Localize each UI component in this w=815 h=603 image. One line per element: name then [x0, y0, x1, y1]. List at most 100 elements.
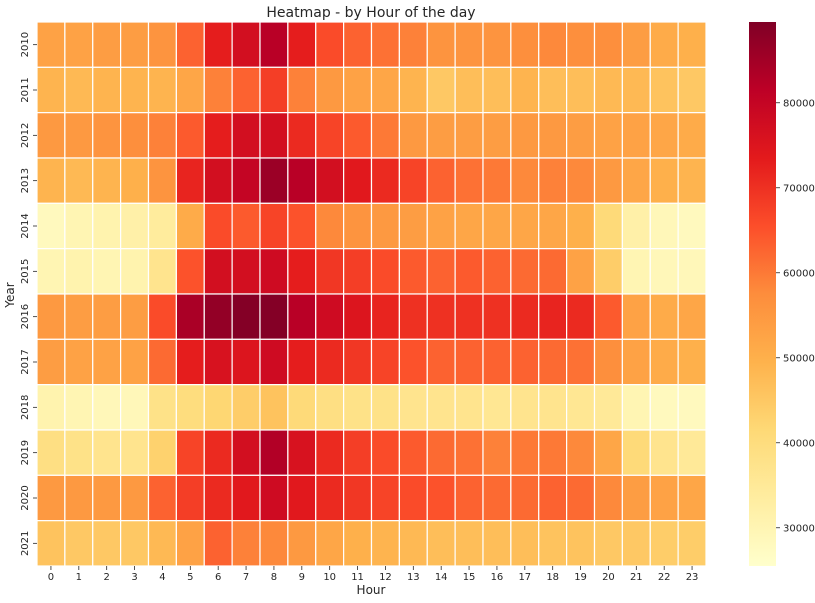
- heatmap-cell: [315, 157, 345, 204]
- heatmap-cell: [343, 66, 373, 114]
- x-tick-label: 8: [271, 572, 277, 583]
- heatmap-cell: [36, 248, 66, 295]
- heatmap-cell: [677, 384, 707, 431]
- x-tick-label: 18: [546, 572, 559, 583]
- heatmap-cell: [398, 520, 428, 567]
- heatmap-cell: [231, 429, 261, 476]
- heatmap-cell: [315, 384, 345, 431]
- heatmap-cell: [566, 112, 596, 159]
- colorbar-tick-label: 50000: [783, 353, 815, 364]
- colorbar-tick-label: 60000: [783, 268, 815, 279]
- heatmap-cell: [147, 384, 177, 431]
- heatmap-cell: [538, 248, 568, 295]
- heatmap-cell: [147, 293, 177, 340]
- heatmap-cell: [510, 429, 540, 476]
- heatmap-cell: [370, 429, 400, 476]
- heatmap-cell: [36, 157, 66, 204]
- heatmap-cell: [315, 112, 345, 159]
- heatmap-cell: [677, 66, 707, 114]
- heatmap-cell: [538, 384, 568, 431]
- heatmap-cell: [287, 66, 317, 114]
- heatmap-cell: [593, 112, 623, 159]
- heatmap-cell: [621, 474, 651, 522]
- heatmap-cell: [454, 202, 484, 250]
- heatmap-cell: [175, 66, 205, 114]
- heatmap-cell: [398, 112, 428, 159]
- heatmap-cell: [454, 157, 484, 204]
- heatmap-cell: [203, 429, 233, 476]
- heatmap-cell: [510, 293, 540, 340]
- heatmap-cell: [315, 66, 345, 114]
- heatmap-cell: [231, 520, 261, 567]
- heatmap-cell: [482, 520, 512, 567]
- heatmap-cell: [370, 248, 400, 295]
- heatmap-cell: [287, 429, 317, 476]
- x-tick-label: 23: [686, 572, 699, 583]
- heatmap-cell: [538, 157, 568, 204]
- heatmap-cell: [649, 338, 679, 386]
- heatmap-cell: [482, 112, 512, 159]
- heatmap-cell: [677, 520, 707, 567]
- x-tick-label: 17: [518, 572, 531, 583]
- heatmap-cell: [343, 474, 373, 522]
- heatmap-cell: [426, 112, 456, 159]
- heatmap-cell: [147, 112, 177, 159]
- heatmap-cell: [593, 338, 623, 386]
- heatmap-cell: [36, 474, 66, 522]
- heatmap-cell: [64, 474, 94, 522]
- heatmap-cell: [649, 21, 679, 68]
- heatmap-cell: [203, 66, 233, 114]
- heatmap-cell: [621, 384, 651, 431]
- x-tick-label: 15: [463, 572, 476, 583]
- heatmap-cell: [649, 248, 679, 295]
- heatmap-cell: [315, 429, 345, 476]
- heatmap-cell: [259, 474, 289, 522]
- heatmap-cell: [203, 293, 233, 340]
- heatmap-cell: [64, 66, 94, 114]
- heatmap-cell: [482, 429, 512, 476]
- heatmap-cell: [64, 21, 94, 68]
- heatmap-cell: [370, 112, 400, 159]
- heatmap-cell: [593, 157, 623, 204]
- heatmap-cell: [287, 248, 317, 295]
- heatmap-cell: [454, 384, 484, 431]
- heatmap-cell: [510, 112, 540, 159]
- y-axis-label: Year: [3, 282, 17, 308]
- heatmap-cell: [454, 66, 484, 114]
- heatmap-cell: [426, 429, 456, 476]
- heatmap-cell: [677, 202, 707, 250]
- heatmap-cell: [36, 202, 66, 250]
- heatmap-cell: [398, 293, 428, 340]
- heatmap-cell: [92, 338, 122, 386]
- heatmap-cell: [175, 21, 205, 68]
- heatmap-cell: [398, 474, 428, 522]
- heatmap-cell: [398, 338, 428, 386]
- heatmap-cell: [231, 338, 261, 386]
- heatmap-cell: [64, 157, 94, 204]
- heatmap-cell: [120, 157, 150, 204]
- heatmap-cell: [36, 21, 66, 68]
- heatmap-cell: [315, 202, 345, 250]
- heatmap-cell: [147, 520, 177, 567]
- heatmap-cell: [370, 338, 400, 386]
- heatmap-cell: [649, 520, 679, 567]
- heatmap-cell: [175, 157, 205, 204]
- heatmap-cell: [621, 293, 651, 340]
- heatmap-cell: [538, 293, 568, 340]
- heatmap-cell: [398, 384, 428, 431]
- heatmap-cell: [677, 429, 707, 476]
- heatmap-cell: [203, 338, 233, 386]
- heatmap-cell: [315, 338, 345, 386]
- heatmap-cell: [120, 384, 150, 431]
- heatmap-cell: [92, 520, 122, 567]
- x-tick-label: 16: [491, 572, 504, 583]
- heatmap-cell: [538, 338, 568, 386]
- heatmap-cell: [315, 520, 345, 567]
- heatmap-cell: [120, 202, 150, 250]
- heatmap-cell: [120, 429, 150, 476]
- heatmap-cell: [677, 157, 707, 204]
- heatmap-cell: [370, 384, 400, 431]
- heatmap-cell: [259, 384, 289, 431]
- heatmap-cell: [538, 202, 568, 250]
- heatmap-cell: [593, 520, 623, 567]
